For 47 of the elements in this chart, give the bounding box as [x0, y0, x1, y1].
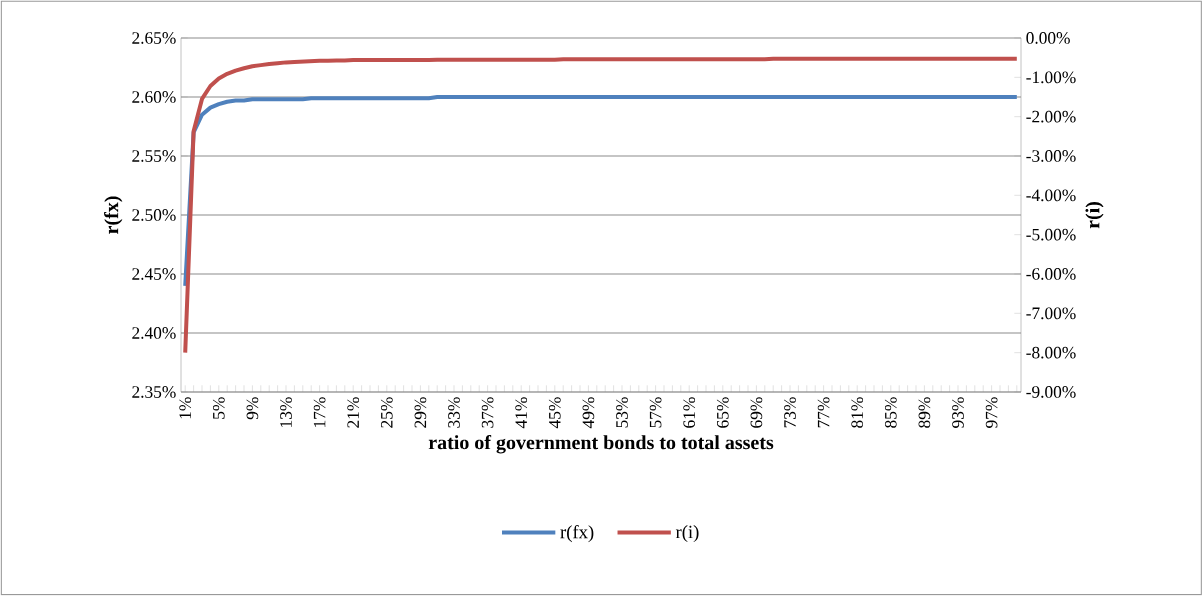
y2-tick-label: -8.00%: [1026, 346, 1076, 359]
x-tick-label: 9%: [246, 397, 259, 420]
x-tick-label: 13%: [280, 397, 292, 427]
x-tick-label: 57%: [649, 397, 662, 428]
x-tick-label: 69%: [750, 397, 763, 428]
x-tick-label: 85%: [884, 397, 897, 428]
y2-tick-label: -5.00%: [1026, 228, 1076, 241]
y2-tick-label: -6.00%: [1026, 268, 1076, 280]
y2-tick-label: -3.00%: [1026, 150, 1076, 162]
y-tick-label: 2.45%: [132, 268, 176, 280]
x-tick-label: 65%: [716, 397, 729, 428]
y2-tick-label: -2.00%: [1026, 110, 1076, 123]
y-tick-label: 2.40%: [132, 327, 176, 339]
y2-tick-label: 0.00%: [1026, 32, 1070, 44]
y2-axis-title: r(i): [1085, 202, 1104, 229]
x-tick-label: 25%: [380, 397, 393, 428]
x-tick-label: 61%: [683, 397, 696, 428]
legend-label: r(fx): [560, 525, 594, 543]
y-tick-label: 2.50%: [132, 209, 176, 221]
x-tick-label: 93%: [952, 397, 964, 428]
x-tick-label: 37%: [481, 397, 494, 428]
x-tick-label: 1%: [179, 397, 192, 419]
y2-tick-label: -1.00%: [1026, 71, 1076, 84]
x-tick-label: 73%: [784, 397, 796, 428]
y2-tick-label: -4.00%: [1026, 189, 1076, 202]
x-tick-label: 41%: [515, 397, 528, 429]
x-tick-label: 53%: [616, 397, 628, 428]
x-tick-label: 29%: [414, 397, 427, 428]
x-tick-label: 97%: [985, 397, 998, 428]
x-tick-label: 49%: [582, 397, 595, 429]
x-tick-label: 45%: [548, 397, 561, 429]
x-tick-label: 17%: [313, 397, 326, 427]
y-tick-label: 2.65%: [132, 32, 176, 44]
y2-tick-label: -7.00%: [1026, 307, 1076, 320]
y2-tick-label: -9.00%: [1026, 386, 1076, 398]
legend-label: r(i): [675, 525, 699, 543]
x-tick-label: 21%: [347, 397, 360, 428]
y-tick-label: 2.55%: [132, 150, 176, 162]
x-tick-label: 77%: [817, 397, 830, 428]
y-axis-title: r(fx): [104, 196, 123, 234]
x-tick-label: 89%: [918, 397, 931, 428]
x-axis-title: ratio of government bonds to total assets: [428, 434, 774, 454]
x-tick-label: 33%: [448, 397, 460, 428]
x-tick-label: 5%: [212, 397, 225, 419]
y-tick-label: 2.60%: [132, 91, 176, 103]
y-tick-label: 2.35%: [132, 386, 176, 398]
x-tick-label: 81%: [851, 397, 864, 428]
